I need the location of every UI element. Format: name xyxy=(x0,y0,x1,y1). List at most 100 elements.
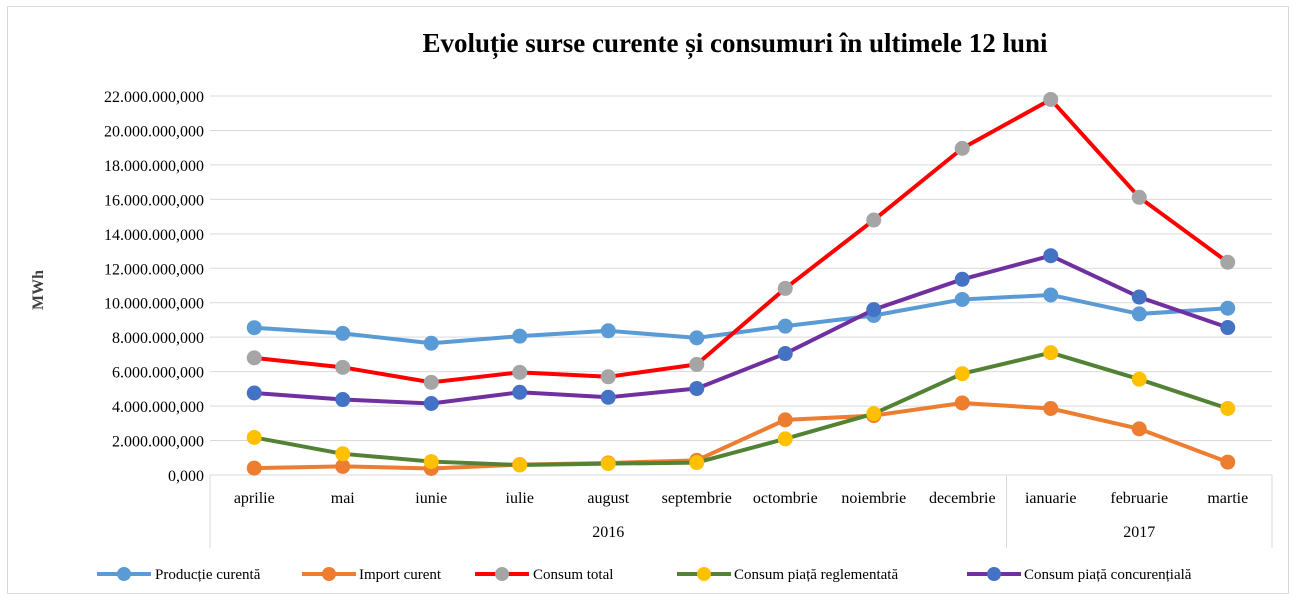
data-point xyxy=(778,281,792,295)
legend-item: Consum piață reglementată xyxy=(677,567,898,583)
y-tick-label: 4.000.000,000 xyxy=(112,399,204,416)
data-point xyxy=(1044,346,1058,360)
legend-swatch-marker xyxy=(117,567,131,581)
data-point xyxy=(247,461,261,475)
data-point xyxy=(513,365,527,379)
legend-item: Import curent xyxy=(302,567,442,583)
legend-item: Consum total xyxy=(475,567,613,583)
data-point xyxy=(1132,290,1146,304)
data-point xyxy=(424,455,438,469)
data-point xyxy=(778,432,792,446)
data-point xyxy=(1132,190,1146,204)
y-tick-label: 22.000.000,000 xyxy=(104,89,204,106)
x-tick-label: noiembrie xyxy=(841,490,906,507)
data-point xyxy=(1044,402,1058,416)
chart-title: Evoluție surse curente și consumuri în u… xyxy=(422,28,1048,59)
x-tick-label: februarie xyxy=(1110,490,1168,507)
legend: Producție curentă Import curent Consum tot… xyxy=(97,567,1192,583)
data-point xyxy=(336,447,350,461)
legend-swatch-marker xyxy=(495,567,509,581)
data-point xyxy=(1221,455,1235,469)
data-point xyxy=(247,321,261,335)
data-point xyxy=(601,457,615,471)
data-point xyxy=(336,360,350,374)
data-point xyxy=(424,375,438,389)
y-tick-label: 16.000.000,000 xyxy=(104,192,204,209)
legend-label: Consum total xyxy=(533,567,613,583)
data-point xyxy=(601,370,615,384)
x-tick-label: iulie xyxy=(506,490,534,507)
data-point xyxy=(955,292,969,306)
data-point xyxy=(955,367,969,381)
data-point xyxy=(778,413,792,427)
series-line xyxy=(254,256,1228,404)
data-point xyxy=(690,456,704,470)
y-tick-label: 2.000.000,000 xyxy=(112,434,204,451)
legend-item: Consum piață concurențială xyxy=(967,567,1192,583)
data-point xyxy=(1132,307,1146,321)
data-point xyxy=(690,382,704,396)
data-point xyxy=(424,397,438,411)
data-point xyxy=(778,319,792,333)
data-point xyxy=(867,303,881,317)
x-tick-label: mai xyxy=(331,490,356,507)
x-tick-label: aprilie xyxy=(234,490,275,507)
data-point xyxy=(955,396,969,410)
y-tick-labels: 0,000 2.000.000,000 4.000.000,000 6.000.000… xyxy=(104,89,204,485)
data-point xyxy=(867,407,881,421)
legend-swatch-marker xyxy=(322,567,336,581)
y-tick-label: 20.000.000,000 xyxy=(104,123,204,140)
data-point xyxy=(1044,249,1058,263)
x-tick-label: septembrie xyxy=(662,490,732,507)
legend-label: Producție curentă xyxy=(155,567,261,583)
data-point xyxy=(955,272,969,286)
data-point xyxy=(690,331,704,345)
y-tick-label: 18.000.000,000 xyxy=(104,158,204,175)
data-point xyxy=(247,430,261,444)
year-group-label: 2017 xyxy=(1123,524,1155,541)
data-point xyxy=(778,347,792,361)
y-tick-label: 8.000.000,000 xyxy=(112,330,204,347)
data-point xyxy=(690,357,704,371)
y-tick-label: 0,000 xyxy=(168,468,204,485)
data-point xyxy=(601,324,615,338)
x-tick-label: iunie xyxy=(415,490,447,507)
data-point xyxy=(247,351,261,365)
data-point xyxy=(1221,301,1235,315)
data-point xyxy=(601,390,615,404)
data-point xyxy=(1132,372,1146,386)
series-line xyxy=(254,295,1228,343)
data-point xyxy=(513,458,527,472)
x-tick-label: ianuarie xyxy=(1025,490,1077,507)
legend-label: Import curent xyxy=(359,567,442,583)
data-point xyxy=(424,336,438,350)
legend-label: Consum piață reglementată xyxy=(734,567,898,583)
data-point xyxy=(1221,402,1235,416)
y-tick-label: 6.000.000,000 xyxy=(112,365,204,382)
data-point xyxy=(867,213,881,227)
data-point xyxy=(513,329,527,343)
legend-label: Consum piață concurențială xyxy=(1024,567,1192,583)
x-tick-label: august xyxy=(587,490,629,507)
series-4 xyxy=(247,249,1235,411)
data-point xyxy=(336,326,350,340)
legend-swatch-marker xyxy=(697,567,711,581)
y-tick-label: 12.000.000,000 xyxy=(104,261,204,278)
x-tick-label: decembrie xyxy=(929,490,996,507)
data-point xyxy=(955,141,969,155)
series-0 xyxy=(247,288,1235,350)
x-axis: aprilie mai iunie iulie august septembrie octo… xyxy=(210,475,1272,548)
series-2 xyxy=(247,92,1235,389)
year-group-label: 2016 xyxy=(592,524,624,541)
data-point xyxy=(247,386,261,400)
series-3 xyxy=(247,346,1235,472)
data-point xyxy=(336,393,350,407)
data-point xyxy=(513,385,527,399)
y-tick-label: 10.000.000,000 xyxy=(104,296,204,313)
y-tick-label: 14.000.000,000 xyxy=(104,227,204,244)
series-1 xyxy=(247,396,1235,475)
data-point xyxy=(1044,288,1058,302)
legend-swatch-marker xyxy=(987,567,1001,581)
data-point xyxy=(1221,255,1235,269)
